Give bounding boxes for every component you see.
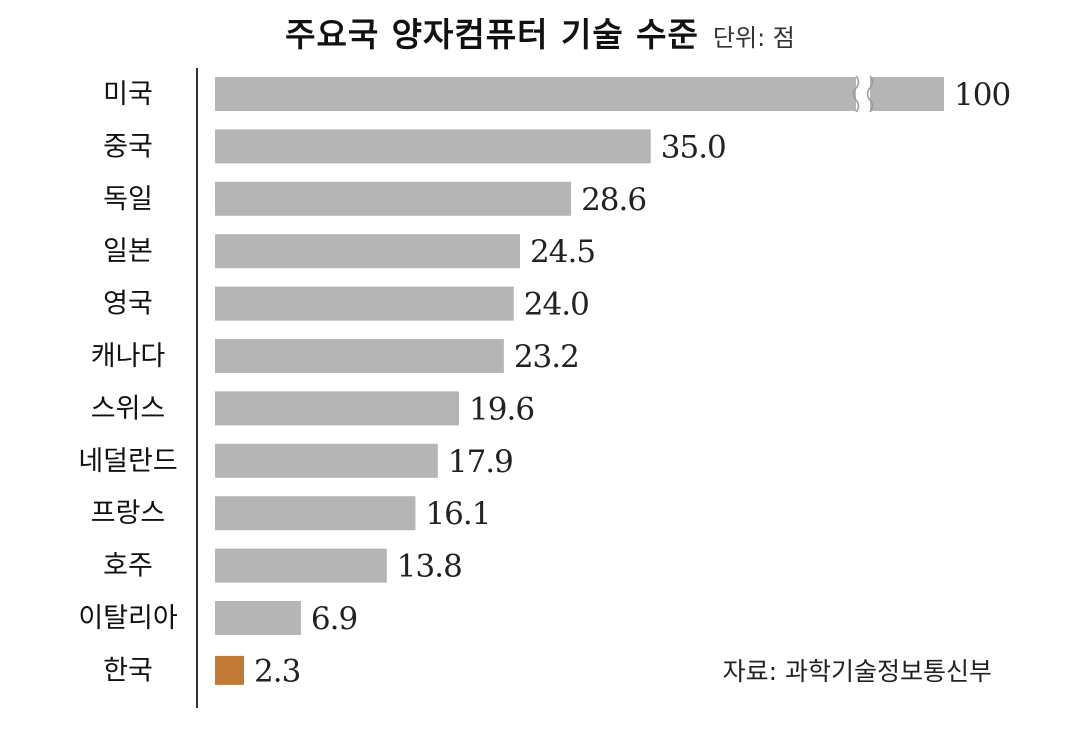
bar — [215, 234, 521, 269]
category-label: 스위스 — [91, 393, 166, 424]
unit-label: 단위: 점 — [712, 24, 795, 52]
bar — [215, 339, 504, 373]
value-label: 6.9 — [311, 601, 357, 637]
category-label: 캐나다 — [91, 341, 166, 372]
bar — [215, 655, 244, 685]
value-label: 24.0 — [524, 287, 589, 323]
value-label: 16.1 — [425, 496, 490, 532]
bar — [215, 496, 416, 531]
value-label: 2.3 — [254, 653, 300, 689]
category-label: 이탈리아 — [78, 603, 178, 634]
category-label: 호주 — [103, 551, 153, 582]
bar — [215, 129, 651, 164]
axis-break-gap — [856, 76, 870, 112]
bar — [215, 181, 572, 216]
category-label: 일본 — [103, 236, 153, 267]
category-label: 영국 — [103, 289, 153, 320]
value-label: 24.5 — [530, 234, 595, 270]
category-label: 미국 — [103, 79, 153, 110]
bar — [215, 286, 514, 321]
category-label: 중국 — [103, 131, 153, 162]
axis-break-mark — [866, 75, 874, 113]
source-note: 자료: 과학기술정보통신부 — [722, 657, 992, 686]
bar — [215, 601, 301, 635]
bar — [215, 548, 387, 583]
bar — [215, 443, 438, 478]
value-label: 35.0 — [661, 129, 726, 165]
value-label: 28.6 — [581, 182, 646, 218]
axis-break-mark — [852, 75, 860, 113]
category-label: 네덜란드 — [78, 446, 177, 477]
value-label: 17.9 — [448, 444, 513, 480]
value-label: 19.6 — [469, 391, 534, 427]
value-label: 100 — [954, 77, 1010, 113]
category-label: 한국 — [103, 655, 153, 686]
value-label: 23.2 — [514, 339, 579, 375]
bar — [215, 77, 944, 111]
value-label: 13.8 — [397, 549, 462, 585]
bar — [215, 391, 460, 426]
category-label: 프랑스 — [91, 498, 166, 529]
chart-title: 주요국 양자컴퓨터 기술 수준 — [285, 15, 699, 54]
category-label: 독일 — [103, 184, 153, 215]
title-row: 주요국 양자컴퓨터 기술 수준 단위: 점 — [0, 8, 1080, 56]
